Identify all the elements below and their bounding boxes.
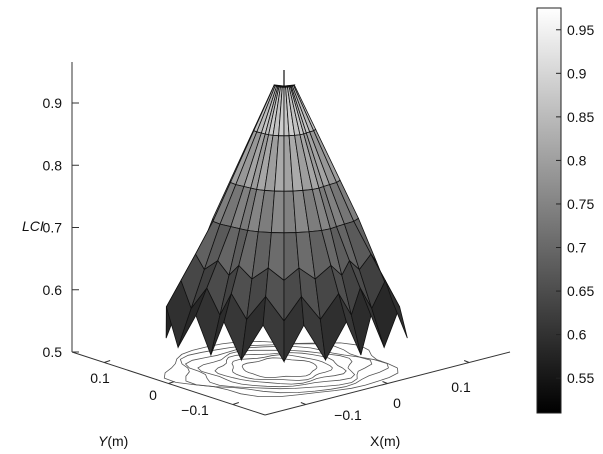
z-axis-label: LCI (22, 218, 44, 234)
floor-contour-line (163, 340, 399, 397)
colorbar-tick-label: 0.95 (567, 22, 594, 38)
colorbar-tick-label: 0.65 (567, 283, 594, 299)
z-axis-ticks: 0.5 0.6 0.7 0.8 0.9 (43, 95, 79, 360)
x-tick-label: 0 (393, 395, 401, 411)
colorbar-ticks: 0.55 0.6 0.65 0.7 0.75 0.8 0.85 0.9 0.95 (556, 22, 594, 386)
z-tick-label: 0.7 (43, 220, 63, 236)
x-tick-label: 0.1 (451, 379, 471, 395)
floor-contour-line (241, 357, 318, 378)
x-tick-mark (300, 402, 307, 405)
colorbar-tick-label: 0.7 (567, 240, 587, 256)
colorbar-tick-label: 0.55 (567, 370, 594, 386)
colorbar: 0.55 0.6 0.65 0.7 0.75 0.8 0.85 0.9 0.95 (536, 7, 594, 414)
colorbar-tick-label: 0.85 (567, 109, 594, 125)
y-axis-label-var: Y (98, 433, 109, 449)
x-tick-mark (382, 381, 388, 384)
x-axis-ticks: −0.1 0 0.1 (300, 360, 471, 423)
floor-contour-line (197, 349, 356, 388)
z-tick-label: 0.8 (43, 157, 63, 173)
y-axis-label-unit: (m) (107, 433, 128, 449)
y-tick-mark (104, 360, 111, 363)
y-tick-label: −0.1 (181, 402, 209, 418)
surface-facet (384, 280, 408, 339)
y-axis-label: Y(m) (98, 433, 128, 449)
x-axis-label-unit: (m) (379, 433, 400, 449)
x-tick-label: −0.1 (334, 407, 362, 423)
colorbar-tick-label: 0.8 (567, 152, 587, 168)
colorbar-tick-label: 0.6 (567, 327, 587, 343)
y-tick-label: 0.1 (90, 370, 110, 386)
z-tick-label: 0.9 (43, 95, 63, 111)
y-axis-ticks: −0.1 0 0.1 (90, 360, 239, 418)
colorbar-tick-label: 0.75 (567, 196, 594, 212)
floor-contour-line (231, 354, 333, 381)
z-tick-label: 0.5 (43, 344, 63, 360)
y-tick-mark (232, 402, 239, 405)
x-axis-label: X(m) (370, 433, 400, 449)
x-tick-mark (463, 360, 470, 363)
colorbar-tick-label: 0.9 (567, 65, 587, 81)
colorbar-gradient (536, 7, 562, 414)
floor-contour-line (214, 352, 347, 385)
lci-surface (165, 84, 408, 364)
x-axis-label-var: X (370, 433, 380, 449)
z-tick-label: 0.6 (43, 282, 63, 298)
y-tick-label: 0 (149, 387, 157, 403)
